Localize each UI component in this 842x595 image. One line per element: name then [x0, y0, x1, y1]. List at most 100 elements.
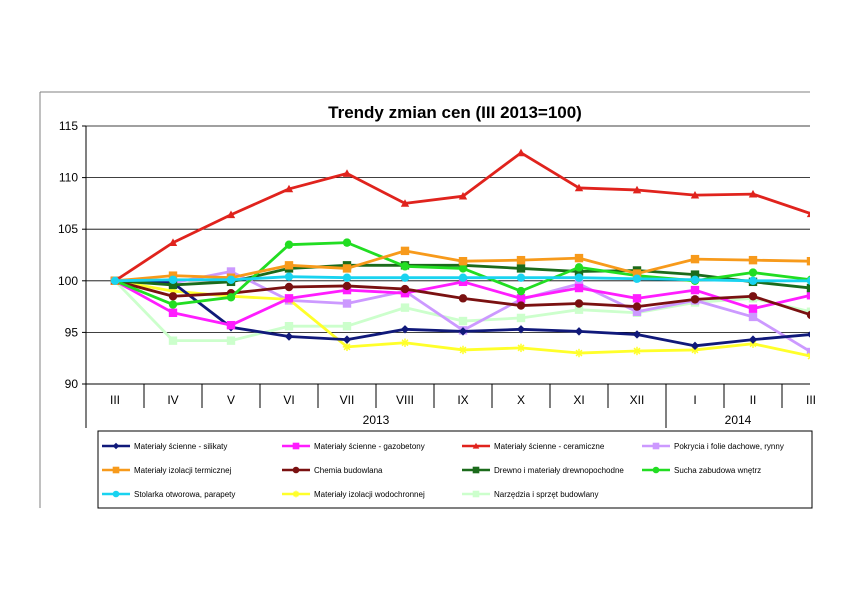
data-point — [400, 284, 410, 294]
data-point — [458, 316, 468, 326]
year-label: 2013 — [363, 413, 390, 427]
series-8 — [110, 238, 810, 309]
legend-item: Materiały izolacji termicznej — [102, 466, 232, 475]
data-point — [690, 254, 700, 264]
y-tick-label: 95 — [65, 325, 79, 339]
data-point — [168, 300, 178, 309]
data-point — [342, 299, 352, 308]
data-point — [806, 331, 810, 338]
data-point — [516, 148, 526, 157]
x-tick-label: VII — [340, 393, 355, 407]
data-point — [748, 304, 758, 313]
data-point — [284, 322, 294, 331]
legend-label: Narzędzia i sprzęt budowlany — [494, 490, 599, 499]
chart-frame — [39, 91, 810, 508]
data-point — [168, 275, 178, 284]
legend-label: Materiały ścienne - gazobetony — [314, 442, 425, 451]
x-tick-label: VIII — [396, 393, 414, 407]
legend-item: Materiały ścienne - silikaty — [102, 442, 227, 451]
data-point — [226, 320, 236, 330]
data-point — [284, 294, 294, 303]
legend-marker — [472, 442, 480, 449]
data-point — [748, 335, 758, 344]
data-point — [458, 345, 468, 355]
data-point — [342, 169, 352, 177]
data-point — [284, 240, 294, 249]
legend-marker — [292, 466, 300, 474]
data-point — [748, 268, 758, 277]
legend: Materiały ścienne - silikaty Materiały śc… — [97, 430, 813, 509]
chart-title: Trendy zmian cen (III 2013=100) — [328, 103, 582, 122]
x-tick-label: VI — [283, 393, 294, 407]
data-point — [748, 189, 758, 198]
series-3 — [110, 148, 810, 285]
x-tick-label: III — [110, 393, 120, 407]
data-point — [632, 307, 642, 316]
legend-label: Materiały ścienne - silikaty — [134, 442, 227, 451]
year-label: 2014 — [725, 413, 752, 427]
x-tick-label: X — [517, 393, 525, 407]
data-point — [574, 283, 584, 293]
series-lines — [110, 148, 810, 360]
data-point — [516, 273, 526, 282]
y-tick-label: 105 — [58, 222, 78, 236]
data-point — [168, 308, 178, 317]
data-point — [632, 346, 642, 356]
data-point — [516, 255, 526, 265]
y-axis: 90 95 100 105 110 115 — [58, 119, 87, 391]
data-point — [574, 273, 584, 282]
legend-marker — [472, 466, 480, 474]
data-point — [168, 336, 178, 345]
data-point — [632, 294, 642, 303]
legend-item: Pokrycia i folie dachowe, rynny — [642, 442, 784, 451]
x-tick-label: III — [806, 393, 816, 407]
data-point — [574, 253, 584, 263]
data-point — [632, 269, 642, 278]
data-point — [574, 348, 584, 358]
data-point — [516, 264, 526, 273]
data-point — [806, 256, 810, 266]
legend-marker — [112, 442, 120, 450]
legend-marker — [652, 466, 660, 474]
data-point — [806, 283, 810, 293]
data-point — [168, 238, 178, 246]
data-point — [342, 322, 352, 331]
series-1 — [110, 276, 810, 351]
data-point — [806, 211, 810, 218]
data-point — [284, 332, 294, 341]
data-point — [342, 273, 352, 282]
data-point — [748, 312, 758, 322]
legend-item: Materiały ścienne - gazobetony — [282, 442, 425, 451]
legend-marker — [112, 466, 120, 474]
data-point — [574, 263, 584, 272]
data-point — [168, 280, 178, 290]
x-tick-label: XI — [573, 393, 584, 407]
data-point — [516, 286, 526, 296]
data-point — [806, 310, 810, 319]
legend-label: Stolarka otworowa, parapety — [134, 490, 235, 499]
data-point — [806, 347, 810, 357]
data-point — [400, 273, 410, 282]
data-point — [226, 336, 236, 345]
data-point — [690, 190, 700, 199]
legend-label: Sucha zabudowa wnętrz — [674, 466, 761, 475]
legend-marker — [112, 490, 120, 498]
data-point — [226, 210, 236, 219]
data-point — [110, 276, 120, 285]
y-tick-label: 115 — [59, 119, 78, 133]
data-point — [632, 330, 642, 339]
data-point — [574, 305, 584, 314]
legend-marker — [292, 442, 300, 450]
legend-item: Sucha zabudowa wnętrz — [642, 466, 761, 475]
legend-label: Chemia budowlana — [314, 466, 383, 475]
legend-item: Materiały izolacji wodochronnej — [282, 490, 425, 499]
legend-label: Pokrycia i folie dachowe, rynny — [674, 442, 784, 451]
series-9 — [110, 272, 810, 285]
legend-item: Chemia budowlana — [282, 466, 383, 475]
data-point — [458, 191, 468, 200]
data-point — [226, 275, 236, 284]
data-point — [516, 313, 526, 323]
data-point — [690, 275, 700, 284]
data-point — [400, 246, 410, 256]
